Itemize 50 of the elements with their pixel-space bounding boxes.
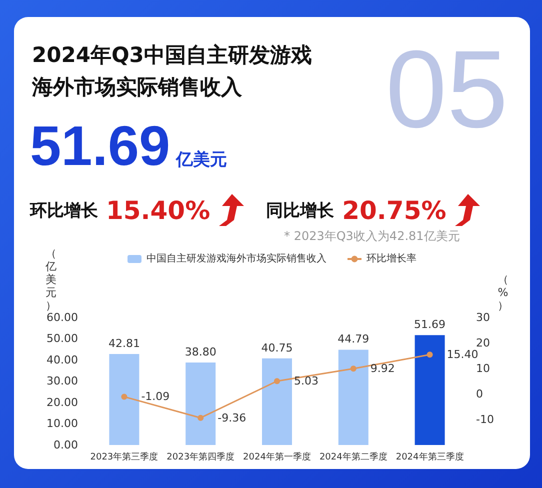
text: 15.40% bbox=[106, 196, 210, 224]
x-tick-label: 2023年第三季度 bbox=[90, 452, 158, 462]
x-tick-label: 2024年第二季度 bbox=[319, 452, 388, 462]
text: * 2023年Q3收入为42.81亿美元 bbox=[284, 228, 460, 245]
y2-tick-label: 10 bbox=[476, 362, 490, 375]
bar bbox=[186, 362, 216, 445]
data-label: 15.40 bbox=[446, 348, 478, 362]
point bbox=[426, 352, 433, 358]
data-label: 42.81 bbox=[108, 336, 140, 350]
data-label: 38.80 bbox=[184, 345, 216, 358]
point bbox=[274, 378, 280, 384]
y2-tick-label: 20 bbox=[476, 336, 490, 350]
legend-label: 环比增长率 bbox=[366, 252, 416, 264]
y-tick-label: 30.00 bbox=[46, 374, 78, 388]
y-tick-label: 60.00 bbox=[46, 310, 78, 324]
data-label: 5.03 bbox=[294, 374, 318, 388]
point bbox=[198, 414, 204, 421]
y-tick-label: 50.00 bbox=[46, 332, 78, 346]
text: 05 bbox=[386, 28, 508, 151]
data-label: 51.69 bbox=[414, 318, 446, 332]
chart-title: 2024年Q3中国自主研发游戏海外市场实际销售收入 bbox=[32, 42, 313, 101]
y2-axis-title: （%） bbox=[498, 273, 508, 312]
y-tick-label: 40.00 bbox=[46, 353, 78, 366]
data-label: 9.92 bbox=[370, 362, 395, 376]
data-label: 44.79 bbox=[338, 332, 370, 346]
y2-tick-label: 30 bbox=[476, 310, 490, 324]
text: 20.75% bbox=[342, 196, 446, 224]
y2-tick-label: 0 bbox=[476, 387, 483, 400]
text: 51.69 bbox=[30, 114, 170, 177]
x-tick-label: 2024年第三季度 bbox=[396, 452, 464, 462]
data-label: -9.36 bbox=[218, 411, 246, 424]
y-tick-label: 10.00 bbox=[46, 417, 78, 430]
bar bbox=[338, 350, 368, 445]
bar bbox=[109, 354, 140, 445]
bar bbox=[262, 358, 292, 445]
text: 亿美元 bbox=[176, 150, 228, 170]
y-tick-label: 0.00 bbox=[54, 438, 78, 452]
y-axis-title: （亿美元） bbox=[44, 247, 56, 312]
x-tick-label: 2024年第一季度 bbox=[243, 452, 311, 462]
x-tick-label: 2023年第四季度 bbox=[166, 452, 235, 462]
legend-label: 中国自主研发游戏海外市场实际销售收入 bbox=[146, 252, 326, 264]
text: 环比增长 bbox=[30, 200, 98, 222]
y2-tick-label: -10 bbox=[476, 412, 494, 426]
text: 同比增长 bbox=[266, 200, 334, 222]
bar bbox=[414, 335, 445, 445]
point bbox=[350, 366, 356, 372]
data-label: -1.09 bbox=[141, 390, 170, 404]
data-label: 40.75 bbox=[261, 341, 293, 354]
point bbox=[121, 394, 128, 400]
y-tick-label: 20.00 bbox=[46, 396, 78, 409]
